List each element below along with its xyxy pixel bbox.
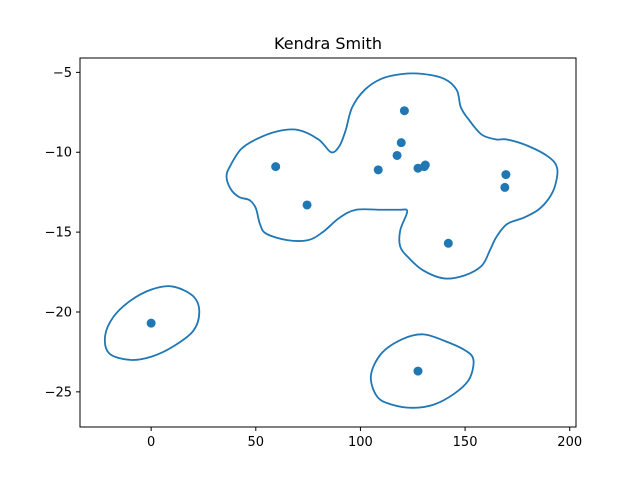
- data-point-2: [302, 200, 312, 210]
- y-tick-label-4: −25: [45, 385, 72, 400]
- x-tick-label-0: 0: [147, 435, 155, 450]
- y-tick-label-2: −15: [45, 226, 72, 241]
- x-tick-label-2: 100: [348, 435, 373, 450]
- points-group: [146, 106, 511, 376]
- data-point-13: [413, 366, 423, 376]
- data-point-0: [146, 318, 156, 328]
- y-tick-label-1: −10: [45, 146, 72, 161]
- data-point-12: [500, 182, 510, 192]
- data-point-4: [392, 150, 402, 160]
- data-point-9: [420, 160, 430, 170]
- contour-0: [103, 285, 201, 361]
- chart-title: Kendra Smith: [274, 34, 382, 53]
- data-point-5: [396, 138, 406, 148]
- data-point-6: [399, 106, 409, 116]
- y-tick-label-3: −20: [45, 305, 72, 320]
- plot-frame: [79, 57, 577, 428]
- x-tick-label-3: 150: [453, 435, 478, 450]
- y-tick-label-0: −5: [53, 66, 72, 81]
- data-point-1: [271, 162, 281, 172]
- data-point-10: [443, 238, 453, 248]
- x-axis: 0 50 100 150 200: [147, 427, 582, 450]
- contours-group: [103, 72, 559, 409]
- x-tick-label-4: 200: [557, 435, 582, 450]
- contour-1: [369, 333, 475, 409]
- data-point-11: [501, 170, 511, 180]
- data-point-3: [373, 165, 383, 175]
- contour-2: [225, 72, 559, 280]
- y-axis: −5 −10 −15 −20 −25: [45, 66, 80, 400]
- x-tick-label-1: 50: [248, 435, 265, 450]
